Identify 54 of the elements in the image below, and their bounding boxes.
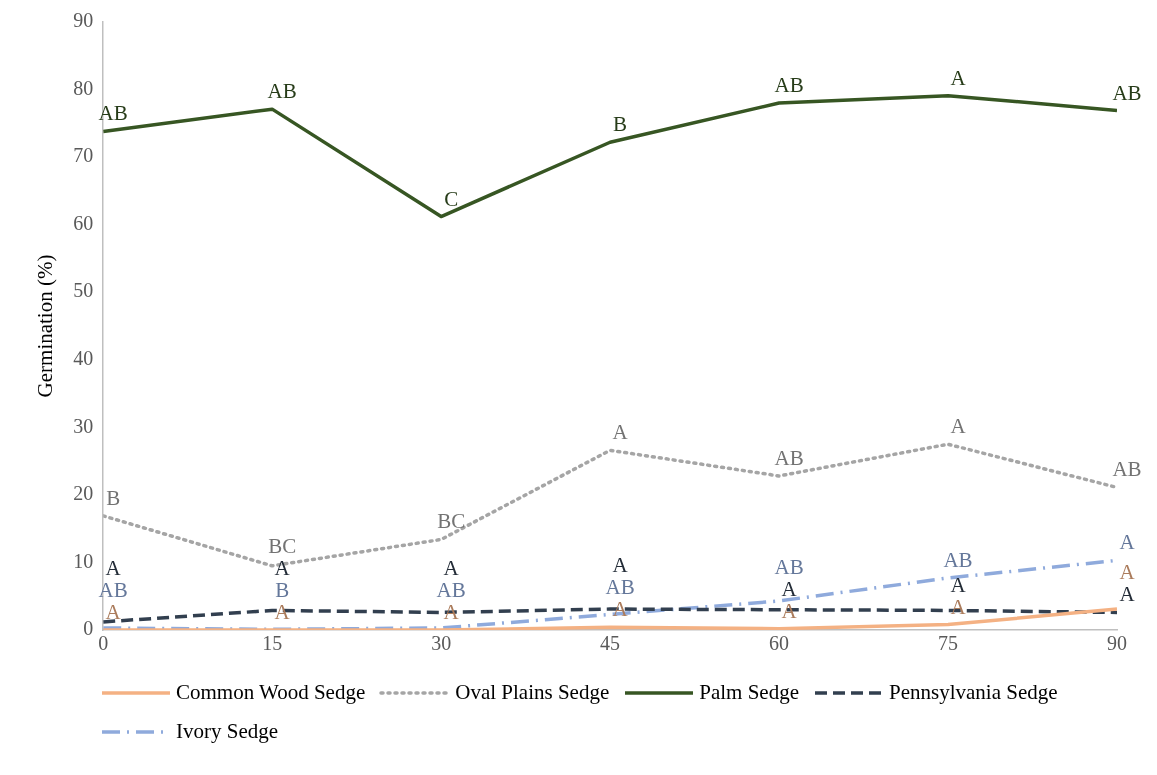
legend-label: Oval Plains Sedge [455,680,610,705]
data-label: A [612,420,629,445]
data-label: AB [943,548,973,572]
data-label: A [105,556,122,581]
legend-label: Palm Sedge [699,680,799,705]
data-label: AB [267,79,297,104]
y-tick-label: 60 [73,211,94,234]
y-tick-label: 70 [73,144,94,167]
data-label: AB [1112,457,1142,482]
data-label: B [106,485,121,510]
data-label: A [950,572,967,597]
y-tick-label: 40 [73,347,94,370]
data-label: C [444,186,459,211]
data-label: A [781,576,798,601]
x-tick-label: 15 [262,632,283,655]
y-tick-label: 80 [73,76,94,99]
y-tick-label: 30 [73,414,94,437]
data-label: B [613,112,628,137]
data-label: A [1119,530,1136,555]
data-label: AB [436,578,466,603]
data-label: A [1119,560,1136,585]
y-tick-label: 50 [73,279,94,302]
data-label: A [612,553,629,578]
x-tick-label: 90 [1107,632,1127,655]
data-label: A [1119,582,1136,607]
y-tick-label: 10 [73,549,94,572]
data-label: BC [268,534,297,559]
legend-label: Ivory Sedge [176,719,279,744]
x-tick-label: 30 [431,632,452,655]
legend-label: Common Wood Sedge [176,680,366,705]
data-label: B [275,578,290,603]
y-tick-label: 0 [83,617,94,640]
x-tick-label: 0 [98,632,109,655]
data-label: A [612,597,629,622]
data-label: AB [774,554,804,579]
x-tick-label: 75 [938,632,959,655]
data-label: AB [774,445,804,470]
data-label: A [950,65,967,90]
data-label: A [443,556,460,581]
data-label: AB [98,578,128,603]
legend-label: Pennsylvania Sedge [889,680,1058,705]
y-axis-title: Germination (%) [33,254,58,398]
x-tick-label: 45 [600,632,621,655]
data-label: A [274,556,291,581]
data-label: AB [774,73,804,98]
data-label: AB [98,101,128,126]
y-tick-label: 90 [73,9,94,32]
x-tick-label: 60 [769,632,790,655]
y-tick-label: 20 [73,482,94,505]
data-label: AB [605,575,635,600]
data-label: A [950,414,967,439]
data-label: A [105,600,122,625]
data-label: AB [1112,80,1142,105]
data-label: BC [437,509,466,534]
